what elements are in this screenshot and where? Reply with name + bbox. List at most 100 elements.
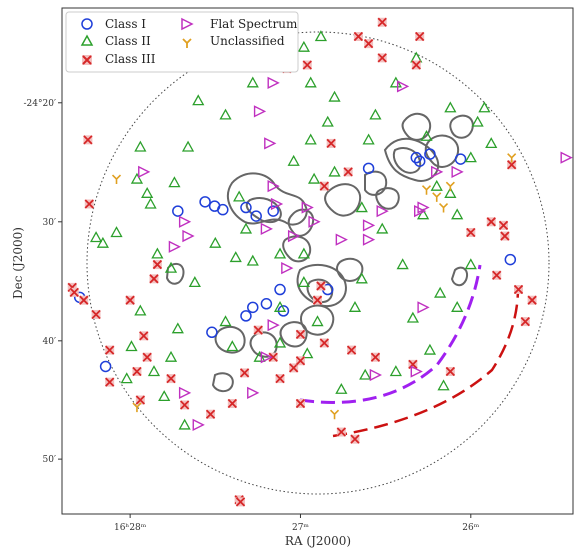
point-class-iii-45 — [235, 497, 246, 507]
point-flat-spectrum-1 — [253, 105, 267, 118]
point-class-iii-28 — [513, 284, 524, 295]
point-flat-spectrum-2 — [264, 137, 277, 150]
point-flat-spectrum-8 — [308, 215, 321, 228]
point-class-iii-6 — [125, 295, 135, 305]
point-class-ii-71 — [273, 247, 287, 259]
point-class-ii-30 — [311, 315, 324, 327]
point-class-iii-3 — [69, 287, 79, 297]
x-axis-label: RA (J2000) — [285, 534, 351, 548]
legend-label-class-ii: Class II — [105, 34, 151, 48]
point-class-iii-31 — [507, 160, 517, 170]
point-class-iii-52 — [326, 138, 336, 149]
point-class-iii-56 — [312, 295, 323, 305]
point-class-ii-31 — [348, 300, 362, 312]
point-class-ii-16 — [171, 322, 184, 334]
point-class-i-9 — [260, 298, 273, 310]
point-flat-spectrum-21 — [247, 386, 260, 399]
point-class-iii-50 — [319, 181, 329, 191]
point-class-iii-32 — [486, 217, 496, 227]
point-class-i-1 — [199, 196, 211, 208]
point-unclassified-0 — [111, 174, 122, 185]
point-class-ii-7 — [144, 197, 157, 209]
point-class-iii-25 — [492, 270, 502, 280]
y-tick-label-0: -24°20′ — [24, 99, 57, 109]
point-class-ii-12 — [297, 276, 310, 288]
point-class-i-3 — [217, 203, 229, 216]
legend-unclassified-marker — [182, 38, 192, 48]
point-class-i-5 — [250, 210, 262, 222]
legend-label-class-iii: Class III — [105, 52, 156, 66]
point-class-iii-37 — [302, 60, 312, 70]
point-class-iii-35 — [377, 53, 387, 63]
point-class-ii-37 — [359, 368, 372, 380]
point-class-i-0 — [172, 205, 184, 217]
point-class-ii-64 — [328, 165, 341, 177]
point-class-i-6 — [267, 205, 279, 217]
point-flat-spectrum-23 — [192, 418, 205, 432]
point-class-ii-58 — [304, 76, 317, 88]
point-class-ii-21 — [120, 372, 133, 384]
point-class-iii-43 — [350, 434, 360, 444]
point-class-ii-1 — [181, 140, 195, 152]
point-class-ii-43 — [451, 208, 464, 220]
point-class-ii-57 — [297, 40, 310, 52]
x-axis-ticks: 16ʰ28ᵐ 27ᵐ 26ᵐ — [114, 514, 480, 533]
point-class-iii-51 — [343, 167, 353, 177]
point-class-ii-11 — [307, 172, 321, 184]
point-class-ii-40 — [437, 379, 450, 391]
point-class-iii-58 — [336, 427, 346, 437]
point-class-ii-42 — [464, 258, 477, 270]
y-axis-ticks: -24°20′ 30′ 40′ 50′ — [24, 99, 62, 465]
plot-area — [61, 7, 574, 515]
point-class-i-15 — [424, 148, 436, 160]
legend: Class I Class II Class III Flat Spectrum… — [65, 11, 299, 73]
point-class-iii-12 — [180, 400, 190, 410]
point-class-ii-72 — [297, 247, 310, 259]
point-flat-spectrum-18 — [396, 80, 410, 93]
legend-flat-spectrum-marker — [181, 17, 194, 31]
point-class-iii-5 — [91, 309, 101, 320]
point-class-iii-55 — [295, 329, 306, 340]
point-unclassified-3 — [432, 192, 442, 202]
point-class-iii-40 — [377, 17, 387, 27]
legend-class-ii-marker — [80, 34, 94, 46]
point-class-ii-28 — [273, 336, 287, 348]
legend-item-class-i: Class I — [81, 17, 146, 31]
point-class-iii-0 — [83, 135, 93, 145]
x-tick-label-2: 26ᵐ — [462, 523, 479, 533]
point-class-iii-49 — [105, 345, 115, 355]
legend-box — [65, 11, 299, 73]
point-class-iii-34 — [411, 60, 421, 70]
point-class-iii-54 — [295, 398, 306, 409]
point-class-ii-55 — [321, 115, 334, 127]
point-class-iii-15 — [239, 368, 250, 378]
x-tick-label-0: 16ʰ28ᵐ — [114, 523, 147, 533]
point-class-ii-3 — [233, 190, 246, 202]
point-class-ii-70 — [246, 254, 259, 266]
point-flat-spectrum-31 — [369, 368, 382, 382]
point-unclassified-6 — [445, 181, 455, 192]
legend-item-unclassified: Unclassified — [182, 34, 285, 48]
point-flat-spectrum-20 — [260, 351, 273, 364]
point-class-iii-9 — [135, 395, 145, 405]
point-class-i-10 — [247, 301, 259, 314]
point-class-ii-33 — [376, 222, 389, 234]
point-class-ii-74 — [417, 208, 430, 220]
point-class-i-19 — [504, 253, 517, 266]
point-class-ii-62 — [420, 129, 433, 141]
point-class-ii-20 — [125, 340, 138, 352]
y-tick-label-1: 30′ — [43, 218, 57, 228]
point-flat-spectrum-26 — [182, 229, 195, 243]
point-class-i-18 — [410, 151, 423, 164]
point-flat-spectrum-5 — [260, 222, 273, 236]
legend-label-class-i: Class I — [105, 17, 146, 31]
legend-item-flat-spectrum: Flat Spectrum — [181, 17, 298, 31]
point-class-ii-65 — [304, 133, 317, 145]
point-class-i-21 — [99, 360, 112, 373]
y-tick-label-3: 50′ — [43, 455, 57, 465]
point-class-ii-73 — [355, 201, 368, 213]
point-class-i-11 — [240, 310, 252, 322]
legend-item-class-ii: Class II — [80, 34, 151, 48]
point-flat-spectrum-10 — [335, 233, 348, 246]
point-class-ii-49 — [430, 179, 443, 191]
